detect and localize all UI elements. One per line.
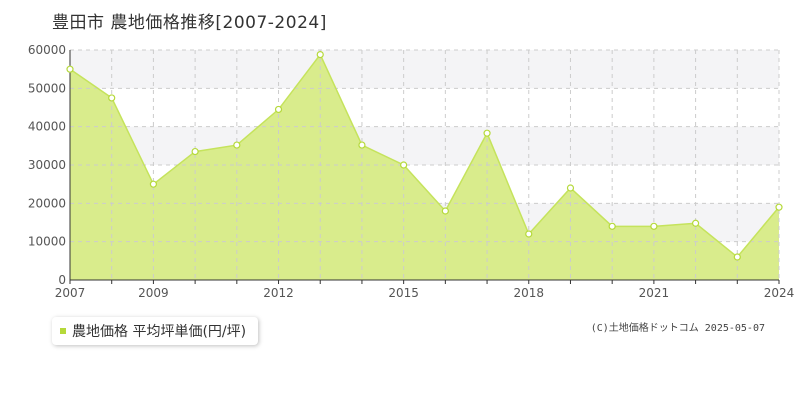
data-point (691, 219, 700, 227)
data-point (525, 230, 533, 238)
data-point (400, 161, 408, 169)
x-tick-label: 2018 (513, 286, 544, 300)
y-tick-label: 60000 (28, 43, 66, 57)
data-point (441, 207, 449, 215)
legend: 農地価格 平均坪単価(円/坪) (52, 317, 259, 345)
grid-band (70, 50, 779, 89)
legend-label: 農地価格 平均坪単価(円/坪) (72, 324, 247, 340)
legend-marker-icon (60, 328, 66, 334)
x-tick-label: 2021 (639, 286, 670, 300)
x-tick-label: 2015 (388, 286, 419, 300)
data-point (316, 50, 324, 59)
data-point (775, 203, 783, 211)
data-point (733, 253, 741, 261)
x-tick-label: 2024 (764, 286, 795, 300)
x-tick-label: 2009 (138, 286, 169, 300)
area-chart: 0 10000 20000 30000 40000 50000 60000 2007 2009 2… (28, 43, 795, 300)
series-line (69, 53, 780, 259)
y-tick-label: 10000 (28, 235, 66, 249)
data-point (358, 141, 366, 149)
grid-band (70, 126, 779, 165)
data-point (650, 222, 658, 230)
data-point (233, 141, 241, 149)
y-tick-label: 20000 (28, 196, 66, 210)
data-point (108, 94, 116, 102)
x-tick-label: 2007 (55, 286, 86, 300)
copyright-notice: (C)土地価格ドットコム 2025-05-07 (590, 323, 765, 334)
data-point (149, 180, 158, 188)
y-tick-label: 40000 (28, 120, 66, 134)
x-tick-label: 2012 (263, 286, 294, 300)
data-point (566, 184, 575, 192)
y-tick-label: 0 (58, 273, 66, 287)
y-tick-label: 50000 (28, 81, 66, 95)
area-series (70, 54, 779, 280)
data-point (483, 129, 491, 137)
data-point (608, 222, 616, 230)
data-point (274, 105, 283, 114)
data-point (191, 147, 199, 156)
chart-title: 豊田市 農地価格推移[2007-2024] (52, 13, 327, 33)
data-point (66, 65, 74, 73)
y-tick-label: 30000 (28, 158, 66, 172)
